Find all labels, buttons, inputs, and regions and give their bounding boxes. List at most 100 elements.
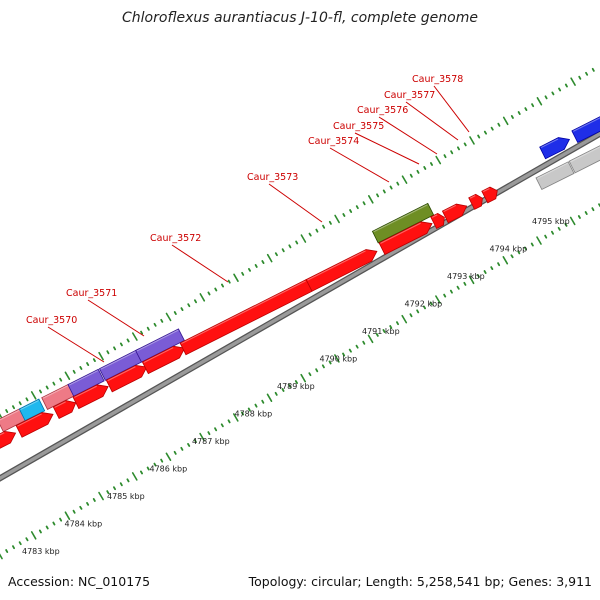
- gene-red-caur-3572-highlight: [181, 280, 306, 345]
- lower-track-minor-tick: [220, 423, 224, 428]
- gene-red-3: [52, 400, 77, 420]
- lower-track-minor-tick: [5, 549, 9, 553]
- lower-track-minor-tick: [483, 270, 487, 275]
- upper-track-minor-tick: [490, 126, 494, 131]
- gene-red-1-highlight: [0, 432, 5, 436]
- lower-track-minor-tick: [497, 262, 501, 267]
- upper-track-minor-tick: [193, 299, 198, 304]
- gene-cyan-highlight: [20, 399, 39, 411]
- backbone-line: [0, 131, 600, 481]
- gene-red-4-highlight: [74, 385, 97, 398]
- upper-track-major-tick: [300, 234, 307, 243]
- gene-label: Caur_3576: [357, 105, 408, 116]
- upper-track-minor-tick: [45, 385, 49, 390]
- gene-red-caur-3577-highlight: [469, 195, 476, 199]
- upper-track-minor-tick: [322, 224, 326, 229]
- gene-red-caur-3574: [378, 221, 433, 256]
- lower-track-major-tick: [536, 236, 542, 245]
- upper-track-minor-tick: [362, 201, 366, 206]
- upper-track-minor-tick: [328, 220, 332, 225]
- lower-track-minor-tick: [591, 207, 595, 212]
- scale-label: 4783 kbp: [22, 547, 60, 556]
- upper-track-minor-tick: [180, 307, 184, 312]
- upper-track-minor-tick: [146, 326, 150, 331]
- gene-red-4: [72, 384, 109, 410]
- lower-track-minor-tick: [524, 246, 527, 251]
- scale-label: 4790 kbp: [320, 355, 358, 364]
- lower-track-minor-tick: [288, 384, 292, 388]
- gene-red-caur-3575-highlight: [431, 214, 438, 218]
- lower-track-minor-tick: [160, 458, 164, 463]
- upper-track-minor-tick: [382, 189, 386, 194]
- scale-label: 4787 kbp: [192, 437, 230, 446]
- upper-track-minor-tick: [423, 165, 427, 170]
- gene-label-leader: [433, 85, 470, 133]
- upper-track-minor-tick: [173, 311, 177, 316]
- upper-track-minor-tick: [564, 83, 568, 88]
- gene-pink-upper-1-highlight: [0, 409, 21, 421]
- gene-label-leader: [268, 183, 323, 223]
- gene-red-caur-3573: [305, 249, 378, 292]
- lower-track-minor-tick: [227, 419, 231, 424]
- upper-track-major-tick: [536, 97, 543, 106]
- lower-track-minor-tick: [207, 431, 211, 436]
- upper-track-minor-tick: [281, 248, 285, 253]
- upper-track-major-tick: [334, 214, 340, 224]
- lower-track-minor-tick: [119, 482, 123, 487]
- gene-features: [0, 116, 600, 449]
- lower-track-major-tick: [131, 472, 138, 481]
- upper-track-minor-tick: [524, 107, 528, 111]
- upper-track-minor-tick: [140, 330, 144, 335]
- lower-track-minor-tick: [214, 427, 218, 432]
- upper-track-minor-tick: [52, 381, 56, 386]
- lower-track-minor-tick: [106, 490, 110, 495]
- lower-track-minor-tick: [328, 360, 332, 365]
- upper-track-minor-tick: [510, 115, 514, 119]
- gene-cyan: [18, 398, 46, 422]
- upper-track-minor-tick: [342, 213, 346, 217]
- lower-track-major-tick: [401, 314, 408, 324]
- upper-track-minor-tick: [254, 263, 258, 268]
- lower-track-minor-tick: [315, 368, 319, 373]
- lower-track-major-tick: [569, 216, 576, 226]
- lower-track-minor-tick: [517, 250, 521, 255]
- gene-purple-1-highlight: [68, 370, 99, 386]
- gene-red-5: [105, 364, 148, 393]
- tick-marks: [0, 67, 600, 560]
- upper-track-major-tick: [367, 195, 374, 204]
- upper-track-minor-tick: [18, 401, 22, 406]
- lower-track-minor-tick: [281, 387, 285, 392]
- scale-label: 4792 kbp: [405, 300, 443, 309]
- lower-track-major-tick: [367, 334, 374, 344]
- upper-track-minor-tick: [497, 122, 501, 127]
- lower-track-minor-tick: [180, 446, 184, 451]
- upper-track-major-tick: [435, 155, 442, 165]
- gene-red-caur-3573-highlight: [307, 250, 366, 281]
- upper-track-minor-tick: [551, 91, 555, 96]
- lower-track-minor-tick: [25, 537, 29, 542]
- upper-track-minor-tick: [558, 87, 562, 92]
- gene-pink-upper-2-highlight: [42, 385, 69, 399]
- gene-red-2-highlight: [17, 413, 42, 427]
- upper-track-minor-tick: [247, 267, 252, 272]
- scale-label: 4786 kbp: [150, 465, 188, 474]
- gene-label-leader: [354, 132, 420, 165]
- gene-red-caur-3577: [468, 193, 483, 210]
- gene-blue-1: [539, 137, 571, 160]
- lower-track-major-tick: [334, 354, 340, 363]
- lower-track-minor-tick: [476, 273, 480, 278]
- upper-track-major-tick: [132, 332, 138, 341]
- gene-red-3-highlight: [54, 401, 66, 408]
- upper-track-minor-tick: [72, 369, 76, 374]
- upper-track-major-tick: [266, 253, 273, 263]
- lower-track-minor-tick: [463, 281, 467, 286]
- lower-track-major-tick: [98, 491, 104, 501]
- upper-track-minor-tick: [220, 283, 225, 288]
- upper-track-minor-tick: [11, 405, 16, 410]
- labels: 4783 kbp 4784 kbp 4785 kbp 4786 kbp 4787 kbp…: [22, 74, 570, 556]
- lower-track-major-tick: [502, 255, 509, 265]
- lower-track-minor-tick: [355, 344, 359, 349]
- map-title: Chloroflexus aurantiacus J-10-fl, comple…: [122, 10, 478, 26]
- lower-track-minor-tick: [254, 403, 258, 408]
